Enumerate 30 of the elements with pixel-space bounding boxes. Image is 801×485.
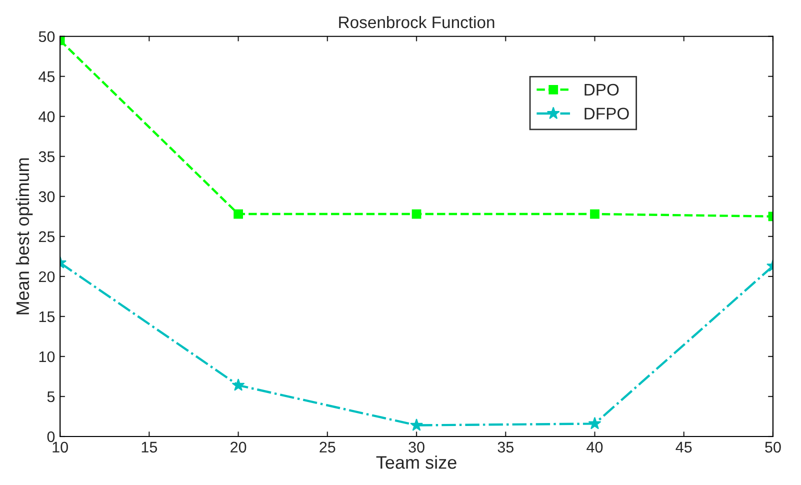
x-tick-label: 40	[586, 442, 603, 453]
point	[412, 209, 422, 219]
x-tick-label: 30	[408, 442, 424, 453]
legend-label: DPO	[584, 84, 619, 96]
x-tick-label: 15	[142, 442, 158, 453]
point	[588, 416, 602, 430]
y-tick-label: 35	[38, 151, 55, 162]
x-tick-label: 50	[765, 442, 781, 453]
point	[410, 418, 423, 431]
x-tick-label: 35	[498, 442, 514, 453]
point	[232, 378, 245, 391]
y-tick-label: 10	[39, 351, 55, 362]
point	[590, 209, 600, 219]
y-tick-label: 45	[38, 71, 55, 82]
y-tick-label: 15	[39, 311, 55, 322]
y-axis-title: Mean best optimum	[16, 158, 33, 314]
y-tick-label: 5	[47, 392, 55, 402]
y-tick-label: 40	[38, 111, 55, 122]
legend-label: DFPO	[584, 108, 629, 120]
y-tick-label: 25	[38, 231, 55, 242]
y-tick-label: 0	[47, 431, 55, 442]
x-tick-label: 45	[676, 442, 692, 453]
x-tick-label: 20	[230, 442, 246, 453]
chart-title: Rosenbrock Function	[339, 16, 494, 28]
x-tick-label: 25	[320, 442, 336, 453]
x-axis-title: Team size	[376, 456, 456, 469]
y-tick-label: 30	[38, 191, 55, 202]
y-tick-label: 20	[38, 271, 55, 282]
y-tick-label: 50	[38, 31, 55, 42]
point	[234, 209, 243, 219]
